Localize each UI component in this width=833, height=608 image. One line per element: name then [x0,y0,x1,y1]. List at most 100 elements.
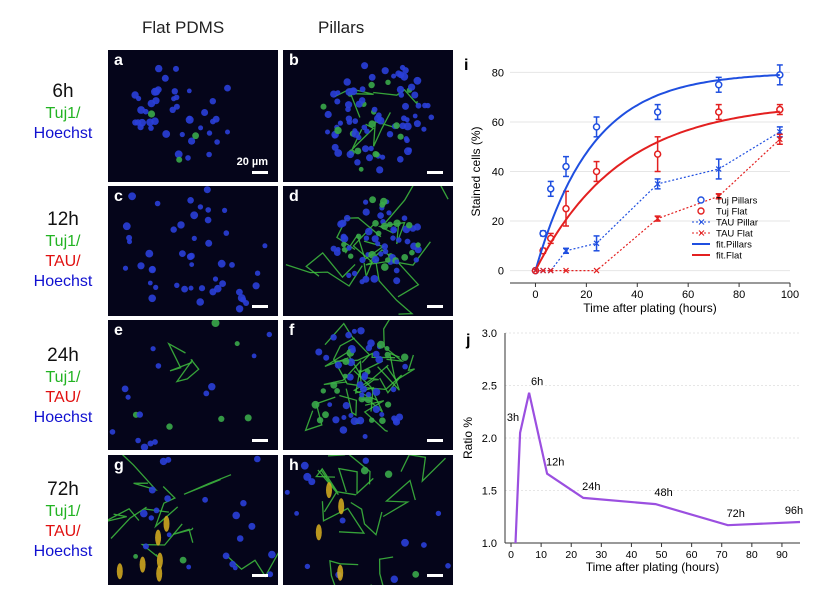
neurite [172,527,194,543]
nucleus [191,235,197,241]
nucleus [201,109,209,116]
nucleus [346,245,352,251]
nucleus [345,331,352,339]
series-line [535,138,781,272]
data-point [562,162,570,171]
nucleus [346,373,354,381]
nucleus [337,120,343,126]
cells-svg [285,186,449,315]
nucleus [413,120,421,128]
nucleus [377,212,384,219]
nucleus [173,65,179,72]
nucleus [386,210,392,216]
neurite [110,506,169,539]
data-point [715,166,722,172]
legend-marker [698,230,705,236]
x-tick-label: 50 [656,549,668,561]
nucleus [304,563,311,570]
fit-line [534,110,780,272]
legend-label: Tuj Pillars [716,196,758,207]
point-label: 96h [785,505,803,517]
panel-letter: h [289,457,299,474]
neuron-cell [393,219,401,227]
neuron-cell [374,151,380,158]
nucleus [188,252,195,260]
neurite [372,112,398,147]
neuron-cell [387,221,393,228]
nucleus [362,208,370,216]
nucleus [235,305,244,313]
nucleus [208,383,216,391]
neuron-soma [155,529,162,546]
nucleus [404,238,411,245]
data-point [653,108,662,116]
neurite [332,337,357,386]
neuron-cell [415,242,421,248]
nucleus [188,285,194,291]
cells-svg [320,62,435,174]
nucleus [205,207,211,213]
nucleus [150,346,156,352]
neurite [183,474,232,495]
x-tick-label: 20 [580,289,592,301]
neurite [304,396,336,432]
neuron-cell [364,395,372,404]
nucleus [401,538,409,547]
data-point [714,81,723,89]
neuron-cell [147,110,156,118]
stain-label: Tuj1/ [45,369,81,386]
neuron-cell [381,263,389,271]
neurite [382,479,416,518]
neuron-cell [342,373,348,379]
neurite [315,467,357,496]
data-point [593,267,600,274]
stain-label: Tuj1/ [45,105,81,122]
nucleus [351,328,357,334]
data-point [776,136,783,143]
stain-label: Hoechst [33,125,93,142]
nucleus [362,457,369,464]
nucleus [445,563,451,569]
nucleus [330,90,338,98]
nucleus [413,76,422,85]
data-point [776,128,783,135]
nucleus [392,418,401,426]
neuron-cell [311,400,320,409]
nucleus [335,247,341,252]
nucleus [390,226,398,234]
nucleus [126,234,133,241]
nucleus [153,507,160,514]
nucleus [382,248,389,255]
row-label-24h: 24h Tuj1/ TAU/ Hoechst [18,346,108,428]
nucleus [339,426,348,434]
x-tick-label: 40 [631,289,643,301]
point-label: 72h [727,508,745,520]
scale-bar-label: 20 µm [236,156,268,168]
neurite [305,251,356,279]
nucleus [223,230,230,236]
neurite [370,556,394,585]
nucleus [153,284,159,290]
nucleus [155,64,163,73]
nucleus [177,221,185,229]
nucleus [376,166,384,174]
nucleus [357,327,365,335]
neuron-cell [360,466,369,475]
cells-svg [131,64,231,163]
nucleus [371,106,378,113]
panel-letter-j: j [465,332,470,349]
neuron-cell [384,470,393,478]
nucleus [169,106,176,113]
neuron-cell [384,346,390,351]
nucleus [362,434,368,439]
nucleus [340,234,349,243]
nucleus [198,285,206,292]
nucleus [179,131,185,138]
neuron-cell [379,417,386,424]
neuron-cell [234,341,240,347]
neuron-soma [116,563,123,580]
cells-svg [122,186,268,313]
stain-label: Tuj1/ [45,503,81,520]
nucleus [334,98,341,105]
nucleus [323,354,330,361]
